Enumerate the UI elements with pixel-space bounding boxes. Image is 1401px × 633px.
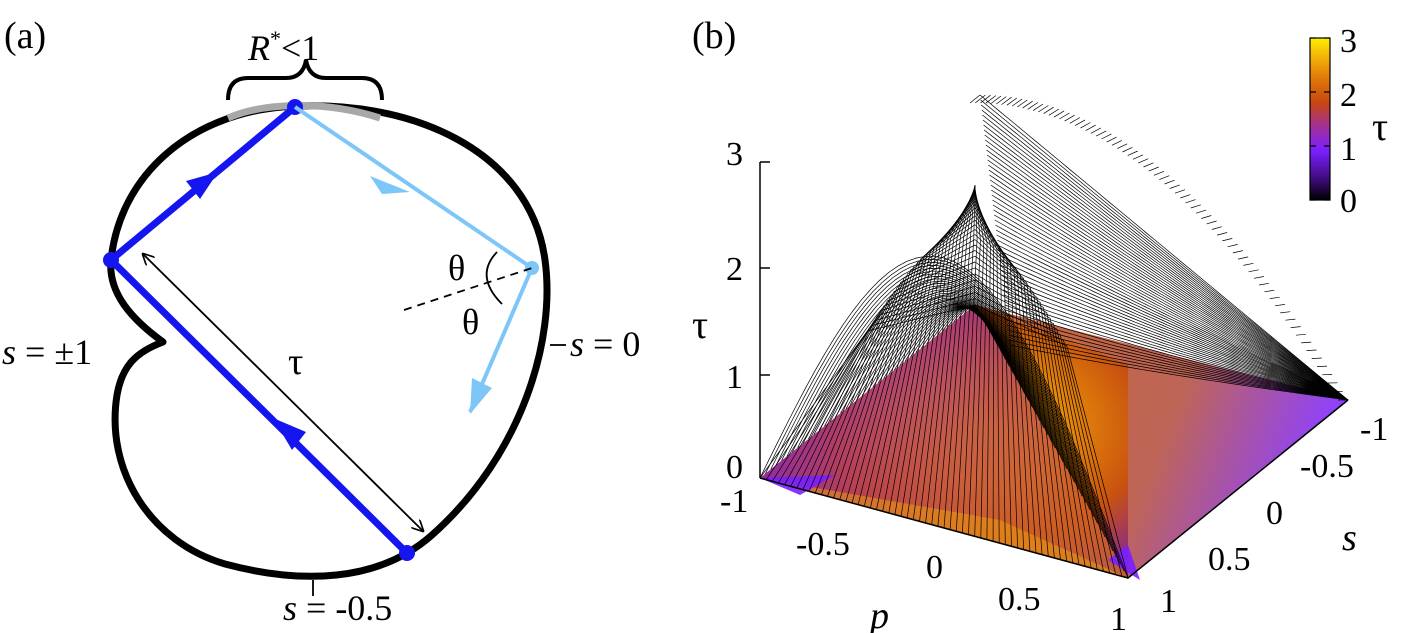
panel-a-label: (a) — [4, 15, 46, 57]
billiard-boundary — [107, 102, 551, 580]
z-axis-label: τ — [692, 302, 708, 347]
s-tick-3: 0.5 — [1208, 541, 1251, 578]
colorbar-tick-0: 0 — [1340, 183, 1357, 220]
p-tick-3: 0.5 — [998, 581, 1041, 618]
angle-arc — [485, 251, 503, 305]
floor-outline — [759, 399, 1349, 579]
z-tick-2: 2 — [726, 251, 743, 288]
trajectory-light-arrow-2 — [470, 378, 492, 414]
z-ticks — [760, 161, 770, 479]
p-tick-0: -1 — [720, 483, 748, 520]
trajectory-point-left — [103, 252, 119, 268]
p-axis-label: p — [867, 595, 889, 633]
label-s-pm1: s = ±1 — [2, 332, 92, 372]
theta-label-lower: θ — [462, 302, 479, 342]
tau-arrow — [143, 254, 423, 531]
p-tick-4: 1 — [1110, 601, 1127, 633]
colorbar-label: τ — [1372, 104, 1388, 149]
s-axis-label: s — [1342, 517, 1357, 559]
p-tick-1: -0.5 — [796, 526, 850, 563]
s-ticks: -1 -0.5 0 0.5 1 — [1160, 411, 1388, 620]
trajectory-dark-arrow-1 — [186, 172, 218, 199]
trajectory-light — [293, 105, 534, 413]
panel-b-label: (b) — [692, 15, 736, 57]
p-ticks: -1 -0.5 0 0.5 1 — [720, 483, 1127, 633]
label-s-half: s = -0.5 — [283, 588, 392, 628]
colorbar-ticks — [1310, 37, 1330, 201]
z-tick-3: 3 — [726, 136, 743, 173]
trajectory-dark — [107, 104, 410, 556]
trajectory-point-right — [525, 261, 539, 275]
trajectory-point-bottom — [399, 545, 415, 561]
normal-line — [403, 267, 533, 311]
brace-label: R*<1 — [247, 26, 319, 68]
s-tick-4: 1 — [1160, 583, 1177, 620]
colorbar — [1309, 37, 1331, 201]
z-tick-0: 0 — [726, 449, 743, 486]
colorbar-tick-1: 1 — [1340, 131, 1357, 168]
s-tick-2: 0 — [1266, 495, 1283, 532]
panel-b: (b) 0 1 2 3 τ -1 -0.5 — [692, 15, 1388, 633]
trajectory-light-arrow-1 — [370, 176, 410, 194]
brace — [226, 59, 384, 101]
tau-label: τ — [288, 341, 303, 383]
s-tick-1: -0.5 — [1300, 448, 1354, 485]
surface-mesh — [759, 94, 1349, 579]
s-tick-0: -1 — [1360, 411, 1388, 448]
label-s0: s = 0 — [570, 324, 640, 364]
theta-label-upper: θ — [448, 248, 465, 288]
z-tick-1: 1 — [726, 359, 743, 396]
panel-a: (a) R*<1 θ θ τ s = ±1 — [2, 15, 640, 628]
colorbar-tick-3: 3 — [1340, 23, 1357, 60]
colorbar-tick-2: 2 — [1340, 77, 1357, 114]
p-tick-2: 0 — [926, 549, 943, 586]
